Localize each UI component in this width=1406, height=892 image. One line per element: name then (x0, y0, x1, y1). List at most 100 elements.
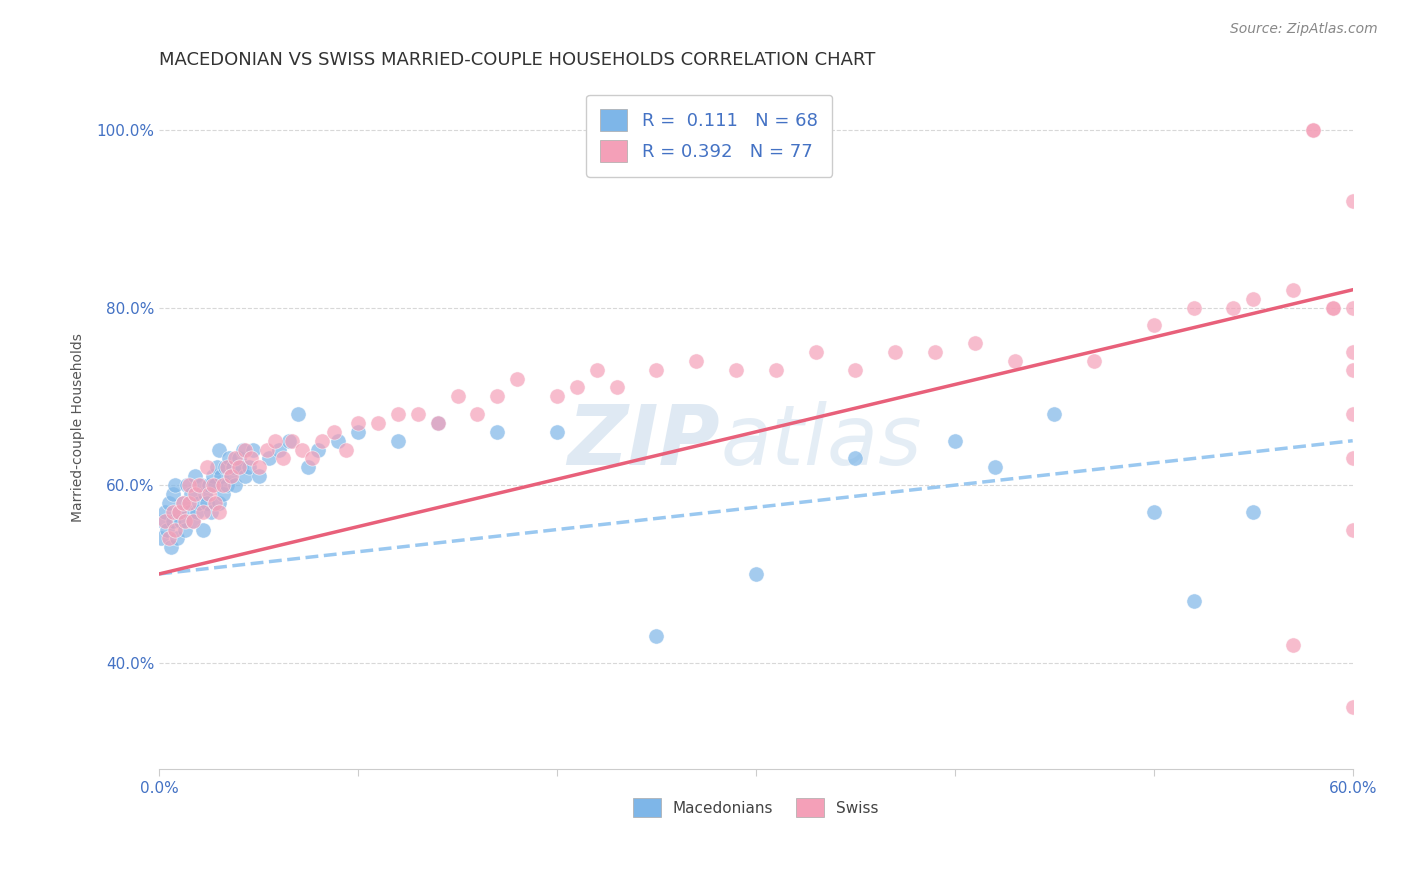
Point (1341, 451, 1364, 466)
Point (229, 460, 252, 475)
Point (943, 434, 966, 448)
Point (1143, 505, 1166, 519)
Point (162, 514, 184, 528)
Point (347, 416, 370, 430)
Point (188, 496, 211, 510)
Point (267, 442, 290, 457)
Point (209, 469, 232, 483)
Point (1282, 283, 1305, 297)
Point (204, 496, 226, 510)
Point (181, 514, 204, 528)
Point (177, 496, 200, 510)
Point (1222, 301, 1244, 315)
Point (291, 442, 314, 457)
Point (222, 460, 245, 475)
Point (486, 389, 509, 403)
Text: atlas: atlas (720, 401, 922, 482)
Point (1282, 638, 1305, 652)
Point (301, 451, 323, 466)
Point (184, 487, 207, 501)
Point (208, 496, 231, 510)
Point (745, 566, 768, 581)
Point (725, 362, 748, 376)
Point (165, 523, 187, 537)
Point (191, 505, 214, 519)
Point (212, 487, 235, 501)
Point (219, 469, 242, 483)
Point (1341, 194, 1364, 208)
Point (1241, 292, 1264, 306)
Point (224, 478, 246, 492)
Point (191, 523, 214, 537)
Point (963, 336, 986, 351)
Point (224, 451, 246, 466)
Point (247, 460, 270, 475)
Point (180, 487, 202, 501)
Point (467, 407, 489, 421)
Point (486, 425, 509, 439)
Point (205, 460, 228, 475)
Point (190, 478, 212, 492)
Point (242, 442, 264, 457)
Point (685, 353, 707, 368)
Point (1241, 505, 1264, 519)
Point (157, 532, 180, 546)
Point (347, 425, 370, 439)
Point (1043, 407, 1066, 421)
Point (924, 345, 946, 359)
Point (1322, 301, 1344, 315)
Point (367, 416, 389, 430)
Point (1143, 318, 1166, 333)
Point (884, 345, 907, 359)
Point (156, 523, 179, 537)
Point (983, 460, 1005, 475)
Point (218, 451, 240, 466)
Point (228, 460, 250, 475)
Point (311, 434, 333, 448)
Point (150, 532, 173, 546)
Point (208, 442, 231, 457)
Point (1341, 700, 1364, 714)
Point (257, 451, 280, 466)
Point (166, 532, 188, 546)
Point (228, 451, 250, 466)
Point (1341, 301, 1364, 315)
Point (200, 505, 222, 519)
Point (174, 514, 197, 528)
Point (328, 434, 350, 448)
Point (233, 442, 256, 457)
Point (323, 425, 346, 439)
Point (1182, 593, 1205, 607)
Point (204, 478, 226, 492)
Point (194, 487, 217, 501)
Point (184, 469, 207, 483)
Point (844, 451, 866, 466)
Point (167, 505, 190, 519)
Point (238, 460, 260, 475)
Point (1341, 345, 1364, 359)
Point (174, 523, 197, 537)
Point (172, 496, 194, 510)
Point (426, 416, 449, 430)
Point (281, 434, 304, 448)
Text: ZIP: ZIP (568, 401, 720, 482)
Point (645, 629, 668, 643)
Point (165, 478, 187, 492)
Point (565, 380, 588, 394)
Point (287, 407, 309, 421)
Point (844, 362, 866, 376)
Text: Source: ZipAtlas.com: Source: ZipAtlas.com (1230, 22, 1378, 37)
Point (406, 407, 429, 421)
Point (167, 505, 190, 519)
Point (212, 478, 235, 492)
Point (215, 478, 238, 492)
Point (247, 469, 270, 483)
Point (186, 505, 208, 519)
Point (546, 425, 568, 439)
Point (201, 478, 224, 492)
Point (1341, 523, 1364, 537)
Point (1083, 353, 1105, 368)
Point (198, 487, 221, 501)
Point (645, 362, 668, 376)
Point (152, 514, 174, 528)
